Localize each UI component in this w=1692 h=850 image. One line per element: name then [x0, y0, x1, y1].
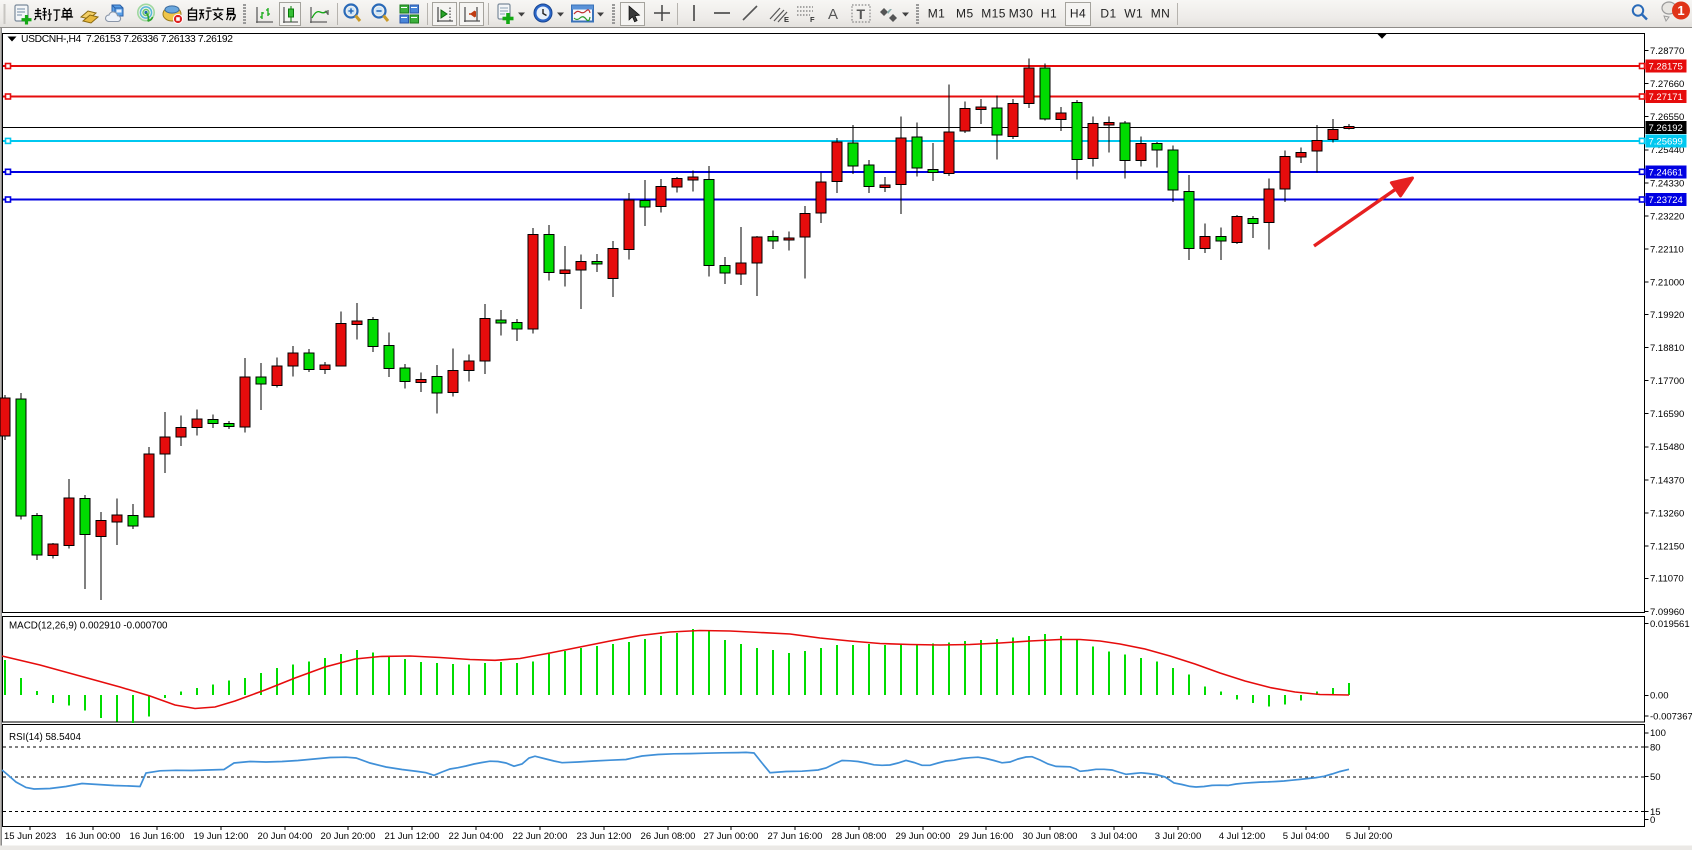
svg-text:M30: M30: [1009, 7, 1034, 21]
svg-text:7.16590: 7.16590: [1650, 409, 1684, 420]
svg-text:27 Jun 00:00: 27 Jun 00:00: [704, 831, 759, 842]
svg-text:W1: W1: [1124, 7, 1143, 21]
svg-text:16 Jun 00:00: 16 Jun 00:00: [66, 831, 121, 842]
svg-text:7.26192: 7.26192: [1649, 123, 1683, 134]
svg-text:19 Jun 12:00: 19 Jun 12:00: [194, 831, 249, 842]
svg-text:100: 100: [1650, 728, 1666, 739]
svg-text:RSI(14) 58.5404: RSI(14) 58.5404: [9, 732, 81, 743]
svg-text:7.13260: 7.13260: [1650, 508, 1684, 519]
svg-text:20 Jun 20:00: 20 Jun 20:00: [321, 831, 376, 842]
svg-text:7.17700: 7.17700: [1650, 376, 1684, 387]
svg-text:7.28770: 7.28770: [1650, 46, 1684, 57]
svg-text:MACD(12,26,9) 0.002910 -0.0007: MACD(12,26,9) 0.002910 -0.000700: [9, 621, 168, 632]
svg-text:0.019561: 0.019561: [1650, 619, 1690, 630]
svg-text:M5: M5: [956, 7, 973, 21]
svg-text:80: 80: [1650, 742, 1661, 753]
svg-text:7.23724: 7.23724: [1649, 195, 1683, 206]
svg-text:M1: M1: [928, 7, 945, 21]
svg-text:7.18810: 7.18810: [1650, 343, 1684, 354]
svg-text:7.25440: 7.25440: [1650, 145, 1684, 156]
svg-text:7.26550: 7.26550: [1650, 112, 1684, 123]
svg-text:USDCNH-,H4 7.26153 7.26336 7.: USDCNH-,H4 7.26153 7.26336 7.26133 7.261…: [21, 34, 233, 45]
svg-text:7.14370: 7.14370: [1650, 475, 1684, 486]
svg-text:7.19920: 7.19920: [1650, 310, 1684, 321]
svg-text:7.24330: 7.24330: [1650, 178, 1684, 189]
svg-text:H1: H1: [1041, 7, 1057, 21]
svg-text:29 Jun 00:00: 29 Jun 00:00: [896, 831, 951, 842]
svg-text:16 Jun 16:00: 16 Jun 16:00: [130, 831, 185, 842]
svg-text:M15: M15: [981, 7, 1006, 21]
svg-text:7.11070: 7.11070: [1650, 574, 1684, 585]
svg-text:7.15480: 7.15480: [1650, 442, 1684, 453]
svg-text:3 Jul 04:00: 3 Jul 04:00: [1091, 831, 1137, 842]
svg-text:D1: D1: [1100, 7, 1116, 21]
svg-text:28 Jun 08:00: 28 Jun 08:00: [832, 831, 887, 842]
svg-text:15: 15: [1650, 807, 1661, 818]
svg-text:-0.007367: -0.007367: [1650, 711, 1692, 722]
svg-text:E: E: [784, 15, 789, 24]
svg-text:50: 50: [1650, 772, 1661, 783]
svg-text:15 Jun 2023: 15 Jun 2023: [4, 831, 56, 842]
svg-text:T: T: [857, 6, 866, 22]
svg-text:26 Jun 08:00: 26 Jun 08:00: [641, 831, 696, 842]
svg-text:7.25699: 7.25699: [1649, 136, 1683, 147]
svg-text:7.22110: 7.22110: [1650, 245, 1684, 256]
svg-text:7.24661: 7.24661: [1649, 167, 1683, 178]
svg-text:3 Jul 20:00: 3 Jul 20:00: [1155, 831, 1201, 842]
svg-text:27 Jun 16:00: 27 Jun 16:00: [768, 831, 823, 842]
svg-text:23 Jun 12:00: 23 Jun 12:00: [577, 831, 632, 842]
svg-text:1: 1: [1677, 3, 1684, 18]
svg-text:7.12150: 7.12150: [1650, 542, 1684, 553]
svg-text:22 Jun 20:00: 22 Jun 20:00: [513, 831, 568, 842]
svg-text:30 Jun 08:00: 30 Jun 08:00: [1023, 831, 1078, 842]
svg-text:F: F: [810, 15, 815, 24]
svg-text:MN: MN: [1151, 7, 1170, 21]
svg-text:5 Jul 04:00: 5 Jul 04:00: [1283, 831, 1329, 842]
svg-text:7.23220: 7.23220: [1650, 211, 1684, 222]
svg-text:0.00: 0.00: [1650, 691, 1669, 702]
svg-text:7.27171: 7.27171: [1649, 92, 1683, 103]
svg-text:0: 0: [1650, 815, 1655, 826]
svg-text:A: A: [828, 6, 838, 23]
svg-text:21 Jun 12:00: 21 Jun 12:00: [385, 831, 440, 842]
svg-text:7.27660: 7.27660: [1650, 79, 1684, 90]
svg-text:7.09960: 7.09960: [1650, 607, 1684, 618]
svg-text:5 Jul 20:00: 5 Jul 20:00: [1346, 831, 1392, 842]
svg-text:4 Jul 12:00: 4 Jul 12:00: [1219, 831, 1265, 842]
svg-text:H4: H4: [1070, 7, 1086, 21]
svg-text:7.28175: 7.28175: [1649, 62, 1683, 73]
svg-text:22 Jun 04:00: 22 Jun 04:00: [449, 831, 504, 842]
svg-text:29 Jun 16:00: 29 Jun 16:00: [959, 831, 1014, 842]
svg-text:20 Jun 04:00: 20 Jun 04:00: [258, 831, 313, 842]
svg-text:7.21000: 7.21000: [1650, 278, 1684, 289]
